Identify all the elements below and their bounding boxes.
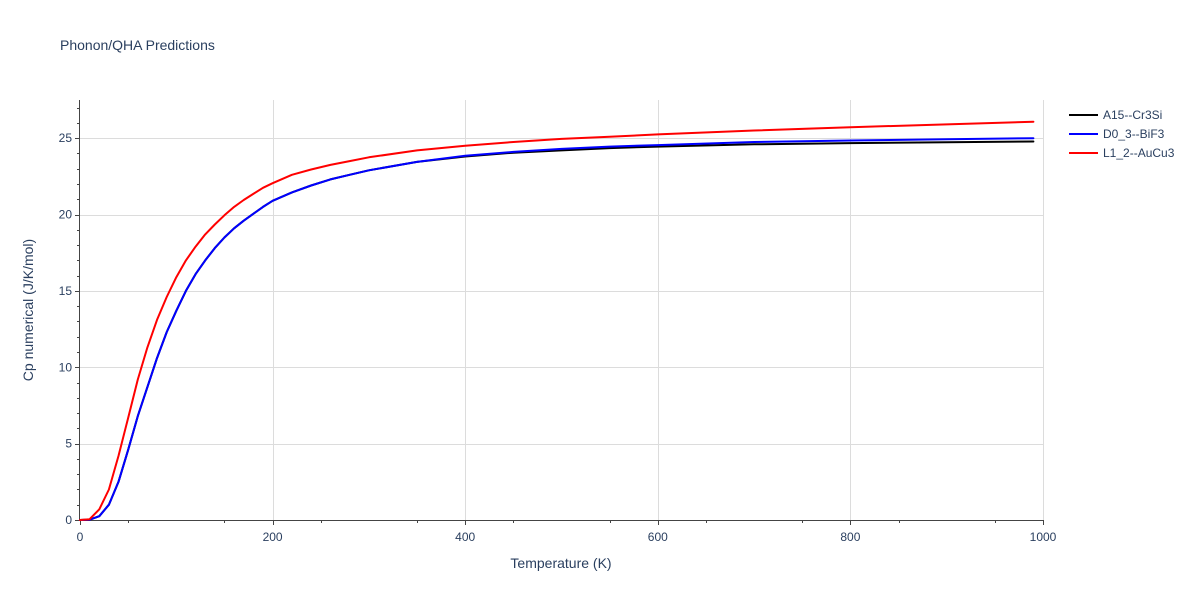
x-tick-label: 200 [263,530,283,544]
legend-label: L1_2--AuCu3 [1103,146,1175,160]
axes [79,100,1043,521]
series-line-l1-2-aucu3 [79,120,1035,521]
y-axis-title: Cp numerical (J/K/mol) [20,239,36,381]
plot-area [79,120,1035,521]
legend-label: D0_3--BiF3 [1103,127,1165,141]
x-tick-label: 1000 [1030,530,1057,544]
chart-title: Phonon/QHA Predictions [60,37,215,53]
x-tick-label: 600 [648,530,668,544]
x-tick-label: 0 [77,530,84,544]
y-axis-ticks: 0 5 10 15 20 25 [59,108,80,527]
legend[interactable]: A15--Cr3Si D0_3--BiF3 L1_2--AuCu3 [1069,108,1175,160]
y-tick-label: 0 [65,513,72,527]
series-line-d0-3-bif3 [79,137,1035,521]
legend-item[interactable]: D0_3--BiF3 [1069,127,1165,141]
y-tick-label: 15 [59,284,73,298]
y-tick-label: 10 [59,360,73,374]
x-tick-label: 800 [840,530,860,544]
legend-label: A15--Cr3Si [1103,108,1162,122]
legend-item[interactable]: L1_2--AuCu3 [1069,146,1175,160]
y-tick-label: 5 [65,437,72,451]
x-axis-ticks: 0 200 400 600 800 1000 [77,520,1057,544]
legend-item[interactable]: A15--Cr3Si [1069,108,1162,122]
x-tick-label: 400 [455,530,475,544]
y-tick-label: 20 [59,208,73,222]
y-tick-label: 25 [59,131,73,145]
x-axis-title: Temperature (K) [510,555,611,571]
series-line-a15-cr3si [79,140,1035,521]
grid [80,100,1044,520]
